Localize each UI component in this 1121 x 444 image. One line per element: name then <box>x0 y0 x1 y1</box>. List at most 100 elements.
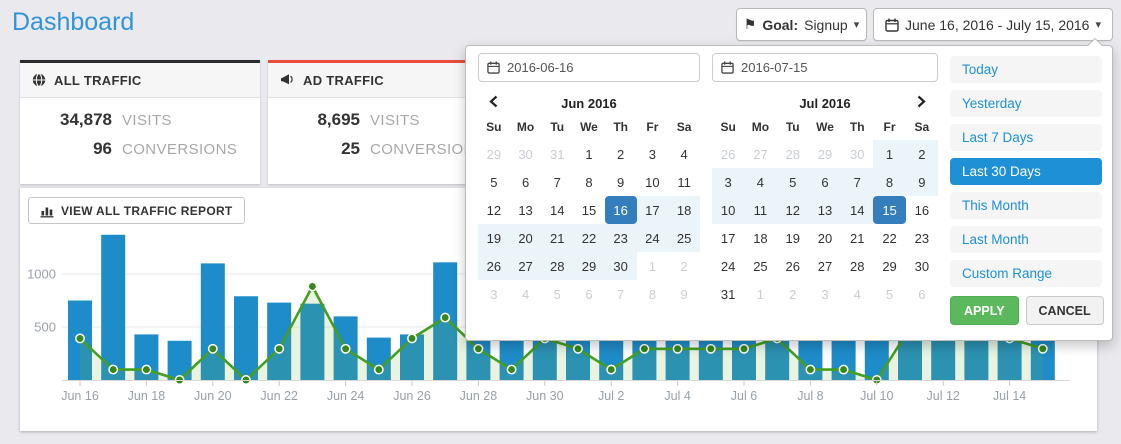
calendar-day[interactable]: 26 <box>720 146 736 162</box>
calendar-day[interactable]: 5 <box>553 286 561 302</box>
calendar-day[interactable]: 29 <box>882 258 897 274</box>
calendar-day[interactable]: 10 <box>645 174 660 190</box>
calendar-day[interactable]: 3 <box>490 286 498 302</box>
apply-button[interactable]: APPLY <box>950 296 1019 325</box>
calendar-day[interactable]: 29 <box>486 146 502 162</box>
calendar-day[interactable]: 26 <box>478 252 510 280</box>
calendar-day[interactable]: 17 <box>720 230 736 246</box>
date-range-button[interactable]: June 16, 2016 - July 15, 2016 ▾ <box>873 8 1113 41</box>
calendar-day[interactable]: 24 <box>636 224 669 252</box>
calendar-day[interactable]: 3 <box>821 286 829 302</box>
end-date-field[interactable] <box>712 53 938 82</box>
calendar-day[interactable]: 17 <box>636 196 669 224</box>
calendar-day[interactable]: 1 <box>756 286 765 302</box>
calendar-day[interactable]: 3 <box>712 168 745 196</box>
calendar-day[interactable]: 14 <box>550 202 565 218</box>
calendar-day[interactable]: 1 <box>648 258 656 274</box>
calendar-day-selected[interactable]: 16 <box>604 196 637 224</box>
view-all-traffic-report-button[interactable]: VIEW ALL TRAFFIC REPORT <box>28 197 245 224</box>
end-date-input[interactable] <box>741 60 929 75</box>
calendar-day[interactable]: 30 <box>518 146 533 162</box>
range-option-this-month[interactable]: This Month <box>950 192 1102 219</box>
calendar-day[interactable]: 25 <box>753 258 768 274</box>
calendar-day[interactable]: 15 <box>581 202 597 218</box>
calendar-day[interactable]: 19 <box>785 230 800 246</box>
calendar-day[interactable]: 18 <box>753 230 768 246</box>
calendar-day[interactable]: 1 <box>873 140 906 168</box>
calendar-day[interactable]: 18 <box>668 196 700 224</box>
calendar-day[interactable]: 2 <box>789 286 797 302</box>
calendar-day[interactable]: 4 <box>853 286 861 302</box>
start-date-input[interactable] <box>507 60 691 75</box>
start-date-field[interactable] <box>478 53 700 82</box>
range-option-last-7-days[interactable]: Last 7 Days <box>950 124 1102 151</box>
calendar-day[interactable]: 7 <box>841 168 874 196</box>
calendar-day[interactable]: 11 <box>744 196 777 224</box>
calendar-day[interactable]: 28 <box>850 258 865 274</box>
calendar-day[interactable]: 9 <box>680 286 688 302</box>
calendar-day[interactable]: 14 <box>841 196 874 224</box>
calendar-day[interactable]: 30 <box>604 252 637 280</box>
calendar-prev-button[interactable] <box>478 91 510 117</box>
calendar-day[interactable]: 6 <box>521 174 530 190</box>
calendar-day[interactable]: 9 <box>905 168 938 196</box>
calendar-day[interactable]: 3 <box>648 146 656 162</box>
calendar-day[interactable]: 28 <box>541 252 574 280</box>
calendar-day[interactable]: 23 <box>914 230 930 246</box>
calendar-day[interactable]: 5 <box>776 168 809 196</box>
calendar-day[interactable]: 20 <box>509 224 542 252</box>
calendar-day[interactable]: 31 <box>550 146 565 162</box>
calendar-day[interactable]: 22 <box>882 230 897 246</box>
calendar-day[interactable]: 8 <box>648 286 656 302</box>
calendar-day[interactable]: 4 <box>744 168 777 196</box>
calendar-day[interactable]: 7 <box>553 174 561 190</box>
calendar-day[interactable]: 19 <box>478 224 510 252</box>
calendar-day[interactable]: 23 <box>604 224 637 252</box>
calendar-day[interactable]: 6 <box>585 286 593 302</box>
calendar-day[interactable]: 8 <box>585 174 593 190</box>
calendar-day[interactable]: 5 <box>490 174 498 190</box>
calendar-day[interactable]: 30 <box>850 146 865 162</box>
calendar-day[interactable]: 5 <box>885 286 894 302</box>
range-option-last-month[interactable]: Last Month <box>950 226 1102 253</box>
calendar-day[interactable]: 27 <box>817 258 833 274</box>
calendar-day[interactable]: 26 <box>785 258 800 274</box>
calendar-day[interactable]: 8 <box>873 168 906 196</box>
calendar-day[interactable]: 13 <box>808 196 842 224</box>
calendar-day[interactable]: 16 <box>914 202 930 218</box>
calendar-day[interactable]: 2 <box>905 140 938 168</box>
calendar-day[interactable]: 11 <box>677 174 691 190</box>
calendar-day[interactable]: 27 <box>509 252 542 280</box>
calendar-day[interactable]: 24 <box>720 258 736 274</box>
calendar-day[interactable]: 29 <box>817 146 833 162</box>
range-option-last-30-days[interactable]: Last 30 Days <box>950 158 1102 185</box>
calendar-day[interactable]: 7 <box>617 286 625 302</box>
calendar-day[interactable]: 2 <box>617 146 625 162</box>
calendar-day[interactable]: 6 <box>918 286 926 302</box>
calendar-day[interactable]: 1 <box>585 146 593 162</box>
range-option-custom-range[interactable]: Custom Range <box>950 260 1102 287</box>
calendar-day[interactable]: 27 <box>753 146 768 162</box>
calendar-day[interactable]: 29 <box>573 252 605 280</box>
cancel-button[interactable]: CANCEL <box>1025 296 1104 325</box>
calendar-day[interactable]: 21 <box>541 224 574 252</box>
calendar-day[interactable]: 28 <box>785 146 800 162</box>
calendar-day[interactable]: 6 <box>808 168 842 196</box>
range-option-today[interactable]: Today <box>950 56 1102 83</box>
calendar-day[interactable]: 13 <box>518 202 533 218</box>
calendar-day[interactable]: 2 <box>680 258 688 274</box>
calendar-day[interactable]: 12 <box>486 202 502 218</box>
calendar-day[interactable]: 30 <box>914 258 930 274</box>
calendar-day[interactable]: 4 <box>680 146 688 162</box>
range-option-yesterday[interactable]: Yesterday <box>950 90 1102 117</box>
calendar-day[interactable]: 9 <box>617 174 625 190</box>
calendar-day[interactable]: 12 <box>776 196 809 224</box>
calendar-day[interactable]: 25 <box>668 224 700 252</box>
calendar-day[interactable]: 20 <box>817 230 833 246</box>
calendar-day[interactable]: 4 <box>521 286 530 302</box>
calendar-day[interactable]: 21 <box>850 230 865 246</box>
calendar-day[interactable]: 10 <box>712 196 745 224</box>
calendar-day[interactable]: 22 <box>573 224 605 252</box>
calendar-day[interactable]: 31 <box>720 286 736 302</box>
calendar-day-selected[interactable]: 15 <box>873 196 906 224</box>
